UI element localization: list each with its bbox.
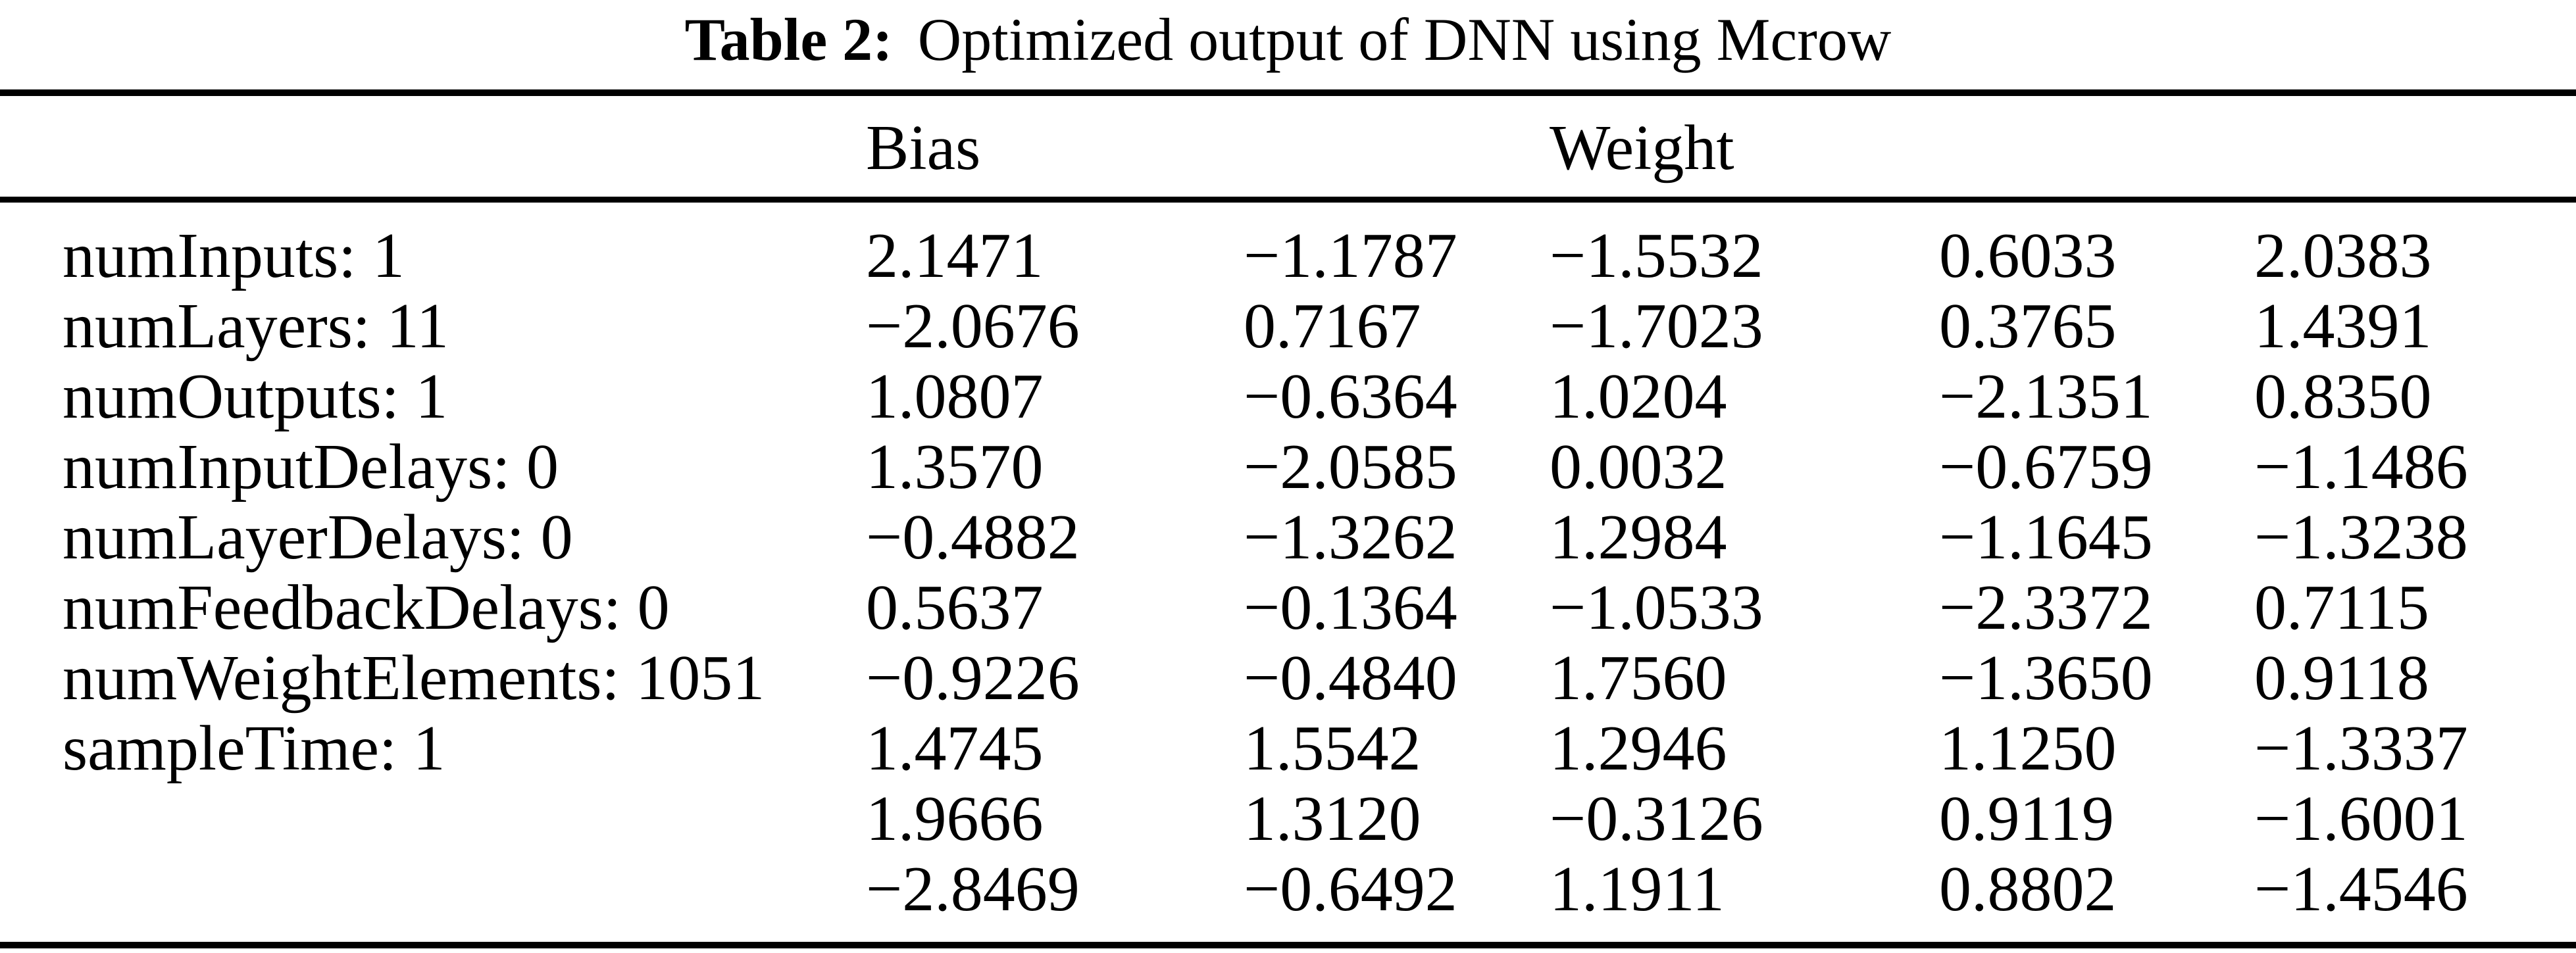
cell-value: −0.3126 — [1550, 783, 1763, 854]
table-row: numLayers: 11 −2.0676 0.7167 −1.7023 0.3765 1… — [0, 291, 2576, 362]
table-row: 1.9666 1.3120 −0.3126 0.9119 −1.6001 — [0, 784, 2576, 854]
cell-value: 1.5542 — [1244, 713, 1421, 784]
row-label: numLayers: 11 — [63, 291, 449, 362]
column-header-bias: Bias — [866, 112, 981, 183]
table-row: numInputDelays: 0 1.3570 −2.0585 0.0032 −0.6… — [0, 432, 2576, 502]
cell-value: −1.3650 — [1939, 643, 2153, 714]
table-row: numLayerDelays: 0 −0.4882 −1.3262 1.2984 −1.… — [0, 502, 2576, 573]
cell-value: −1.1486 — [2254, 431, 2468, 502]
cell-value: −2.0585 — [1244, 431, 1457, 502]
table-body: numInputs: 1 2.1471 −1.1787 −1.5532 0.6033 2.… — [0, 221, 2576, 925]
cell-value: 1.3570 — [866, 431, 1044, 502]
row-label: numWeightElements: 1051 — [63, 643, 765, 714]
row-label: numInputs: 1 — [63, 220, 405, 291]
cell-value: −0.6364 — [1244, 361, 1457, 432]
row-label: numOutputs: 1 — [63, 361, 448, 432]
cell-value: −1.7023 — [1550, 291, 1763, 362]
cell-value: 1.2984 — [1550, 502, 1727, 573]
table-caption-number: Table 2: — [684, 6, 893, 73]
cell-value: 1.3120 — [1244, 783, 1421, 854]
cell-value: 1.0204 — [1550, 361, 1727, 432]
cell-value: 0.6033 — [1939, 220, 2117, 291]
cell-value: −1.3262 — [1244, 502, 1457, 573]
cell-value: 0.8350 — [2254, 361, 2432, 432]
cell-value: −1.3337 — [2254, 713, 2468, 784]
cell-value: −0.6759 — [1939, 431, 2153, 502]
cell-value: −0.1364 — [1244, 572, 1457, 643]
cell-value: 1.4745 — [866, 713, 1044, 784]
cell-value: −1.1787 — [1244, 220, 1457, 291]
cell-value: 0.7167 — [1244, 291, 1421, 362]
column-header-weight: Weight — [1550, 112, 1734, 183]
table-row: numOutputs: 1 1.0807 −0.6364 1.0204 −2.1351 0… — [0, 362, 2576, 432]
row-label: numLayerDelays: 0 — [63, 502, 573, 573]
top-rule — [0, 89, 2576, 96]
table-row: numWeightElements: 1051 −0.9226 −0.4840 1.7… — [0, 643, 2576, 714]
cell-value: −2.3372 — [1939, 572, 2153, 643]
cell-value: 1.1911 — [1550, 854, 1725, 925]
cell-value: −1.3238 — [2254, 502, 2468, 573]
row-label: numInputDelays: 0 — [63, 431, 559, 502]
mid-rule — [0, 197, 2576, 203]
cell-value: 2.1471 — [866, 220, 1044, 291]
table-row: numInputs: 1 2.1471 −1.1787 −1.5532 0.6033 2.… — [0, 221, 2576, 291]
table-caption: Table 2: Optimized output of DNN using Mc… — [0, 3, 2576, 76]
cell-value: 0.5637 — [866, 572, 1044, 643]
cell-value: 1.0807 — [866, 361, 1044, 432]
row-label — [0, 784, 866, 854]
table-row: −2.8469 −0.6492 1.1911 0.8802 −1.4546 — [0, 854, 2576, 925]
table-row: sampleTime: 1 1.4745 1.5542 1.2946 1.1250 −1.… — [0, 714, 2576, 784]
cell-value: −0.6492 — [1244, 854, 1457, 925]
row-label — [0, 854, 866, 925]
cell-value: 0.9118 — [2254, 643, 2429, 714]
header-row: Bias Weight — [0, 99, 2576, 197]
cell-value: −2.1351 — [1939, 361, 2153, 432]
cell-value: −0.9226 — [866, 643, 1080, 714]
cell-value: −2.0676 — [866, 291, 1080, 362]
table-row: numFeedbackDelays: 0 0.5637 −0.1364 −1.0533… — [0, 573, 2576, 643]
cell-value: 0.8802 — [1939, 854, 2117, 925]
cell-value: 0.9119 — [1939, 783, 2114, 854]
cell-value: 1.7560 — [1550, 643, 1727, 714]
cell-value: 1.4391 — [2254, 291, 2432, 362]
cell-value: 1.1250 — [1939, 713, 2117, 784]
row-label: numFeedbackDelays: 0 — [63, 572, 670, 643]
cell-value: 0.3765 — [1939, 291, 2117, 362]
row-label: sampleTime: 1 — [63, 713, 445, 784]
cell-value: 0.7115 — [2254, 572, 2429, 643]
cell-value: 0.0032 — [1550, 431, 1727, 502]
bottom-rule — [0, 942, 2576, 948]
cell-value: −2.8469 — [866, 854, 1080, 925]
cell-value: −0.4882 — [866, 502, 1080, 573]
cell-value: −1.5532 — [1550, 220, 1763, 291]
table-caption-text: Optimized output of DNN using Mcrow — [917, 6, 1892, 73]
cell-value: 1.9666 — [866, 783, 1044, 854]
cell-value: −1.0533 — [1550, 572, 1763, 643]
cell-value: −1.6001 — [2254, 783, 2468, 854]
cell-value: 2.0383 — [2254, 220, 2432, 291]
cell-value: −0.4840 — [1244, 643, 1457, 714]
cell-value: −1.1645 — [1939, 502, 2153, 573]
cell-value: 1.2946 — [1550, 713, 1727, 784]
cell-value: −1.4546 — [2254, 854, 2468, 925]
